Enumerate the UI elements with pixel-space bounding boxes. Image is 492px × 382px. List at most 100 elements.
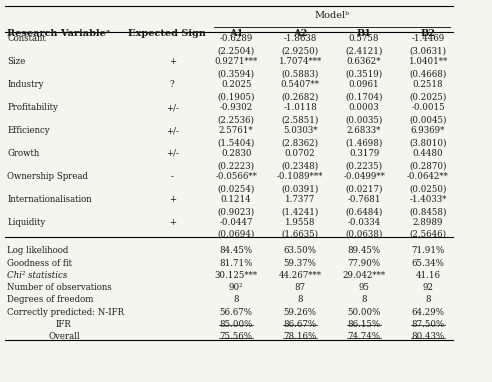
Text: (0.2348): (0.2348) [281, 161, 319, 170]
Text: Internationalisation: Internationalisation [7, 195, 92, 204]
Text: 8: 8 [425, 295, 431, 304]
Text: 65.34%: 65.34% [412, 259, 444, 268]
Text: -0.0015: -0.0015 [411, 103, 445, 112]
Text: 29.042***: 29.042*** [342, 271, 386, 280]
Text: Overall: Overall [48, 332, 80, 341]
Text: (0.5883): (0.5883) [281, 70, 319, 79]
Text: 8: 8 [233, 295, 239, 304]
Text: 0.5758: 0.5758 [349, 34, 379, 44]
Text: (0.0694): (0.0694) [217, 230, 255, 239]
Text: 8: 8 [361, 295, 367, 304]
Text: 84.45%: 84.45% [219, 246, 253, 256]
Text: 8: 8 [297, 295, 303, 304]
Text: -0.0566**: -0.0566** [215, 172, 257, 181]
Text: 95: 95 [359, 283, 369, 292]
Text: 59.37%: 59.37% [284, 259, 316, 268]
Text: (2.5851): (2.5851) [281, 115, 319, 125]
Text: 1.7377: 1.7377 [285, 195, 315, 204]
Text: Correctly predicted: N-IFR: Correctly predicted: N-IFR [7, 308, 124, 317]
Text: ?: ? [170, 80, 175, 89]
Text: (2.2536): (2.2536) [217, 115, 255, 125]
Text: (3.0631): (3.0631) [409, 47, 447, 56]
Text: Liquidity: Liquidity [7, 218, 46, 227]
Text: B1: B1 [357, 29, 371, 38]
Text: Industry: Industry [7, 80, 44, 89]
Text: -0.0642**: -0.0642** [407, 172, 449, 181]
Text: 0.1214: 0.1214 [221, 195, 251, 204]
Text: A2: A2 [293, 29, 308, 38]
Text: 77.90%: 77.90% [347, 259, 381, 268]
Text: -0.7681: -0.7681 [347, 195, 381, 204]
Text: 0.5407**: 0.5407** [280, 80, 320, 89]
Text: (1.6635): (1.6635) [281, 230, 319, 239]
Text: (0.0035): (0.0035) [345, 115, 383, 125]
Text: 0.0961: 0.0961 [349, 80, 379, 89]
Text: (0.0250): (0.0250) [409, 184, 447, 193]
Text: 2.8989: 2.8989 [413, 218, 443, 227]
Text: Number of observations: Number of observations [7, 283, 112, 292]
Text: (3.8010): (3.8010) [409, 138, 447, 147]
Text: 1.9558: 1.9558 [285, 218, 315, 227]
Text: (0.2682): (0.2682) [281, 92, 319, 102]
Text: +: + [169, 57, 176, 66]
Text: (0.8458): (0.8458) [409, 207, 447, 216]
Text: 85.00%: 85.00% [219, 320, 253, 329]
Text: +/-: +/- [166, 126, 179, 135]
Text: 75.56%: 75.56% [219, 332, 253, 341]
Text: 0.4480: 0.4480 [413, 149, 443, 158]
Text: 86.67%: 86.67% [283, 320, 317, 329]
Text: 6.9369*: 6.9369* [411, 126, 445, 135]
Text: IFR: IFR [56, 320, 72, 329]
Text: 80.43%: 80.43% [411, 332, 445, 341]
Text: 71.91%: 71.91% [411, 246, 445, 256]
Text: 63.50%: 63.50% [283, 246, 317, 256]
Text: (0.3594): (0.3594) [217, 70, 255, 79]
Text: +: + [169, 195, 176, 204]
Text: +/-: +/- [166, 103, 179, 112]
Text: A1: A1 [229, 29, 243, 38]
Text: -1.4469: -1.4469 [411, 34, 445, 44]
Text: Size: Size [7, 57, 26, 66]
Text: -1.0118: -1.0118 [283, 103, 317, 112]
Text: 2.6833*: 2.6833* [347, 126, 381, 135]
Text: (0.2025): (0.2025) [409, 92, 447, 102]
Text: 0.0003: 0.0003 [349, 103, 379, 112]
Text: +: + [169, 218, 176, 227]
Text: 2.5761*: 2.5761* [219, 126, 253, 135]
Text: -0.0447: -0.0447 [219, 218, 253, 227]
Text: 78.16%: 78.16% [283, 332, 317, 341]
Text: Chi² statistics: Chi² statistics [7, 271, 67, 280]
Text: (2.5646): (2.5646) [409, 230, 447, 239]
Text: (0.0391): (0.0391) [281, 184, 319, 193]
Text: Degrees of freedom: Degrees of freedom [7, 295, 94, 304]
Text: (0.0254): (0.0254) [217, 184, 255, 193]
Text: 44.267***: 44.267*** [278, 271, 322, 280]
Text: (2.2504): (2.2504) [217, 47, 255, 56]
Text: 81.71%: 81.71% [219, 259, 253, 268]
Text: Growth: Growth [7, 149, 40, 158]
Text: Log likelihood: Log likelihood [7, 246, 69, 256]
Text: 1.7074***: 1.7074*** [278, 57, 322, 66]
Text: 74.74%: 74.74% [347, 332, 381, 341]
Text: (0.6484): (0.6484) [345, 207, 383, 216]
Text: 90²: 90² [229, 283, 244, 292]
Text: 5.0303*: 5.0303* [283, 126, 317, 135]
Text: -0.0334: -0.0334 [347, 218, 381, 227]
Text: -1.4033*: -1.4033* [409, 195, 447, 204]
Text: 86.15%: 86.15% [347, 320, 381, 329]
Text: 87: 87 [295, 283, 306, 292]
Text: 0.2518: 0.2518 [413, 80, 443, 89]
Text: -0.6289: -0.6289 [219, 34, 253, 44]
Text: 56.67%: 56.67% [219, 308, 253, 317]
Text: (0.1704): (0.1704) [345, 92, 383, 102]
Text: 0.2830: 0.2830 [221, 149, 251, 158]
Text: 50.00%: 50.00% [347, 308, 381, 317]
Text: -0.1089***: -0.1089*** [277, 172, 323, 181]
Text: -1.8638: -1.8638 [283, 34, 317, 44]
Text: Expected Sign: Expected Sign [128, 29, 206, 38]
Text: 41.16: 41.16 [416, 271, 440, 280]
Text: (1.4241): (1.4241) [281, 207, 319, 216]
Text: (0.0638): (0.0638) [345, 230, 383, 239]
Text: Modelᵇ: Modelᵇ [314, 11, 350, 21]
Text: 0.6362*: 0.6362* [347, 57, 381, 66]
